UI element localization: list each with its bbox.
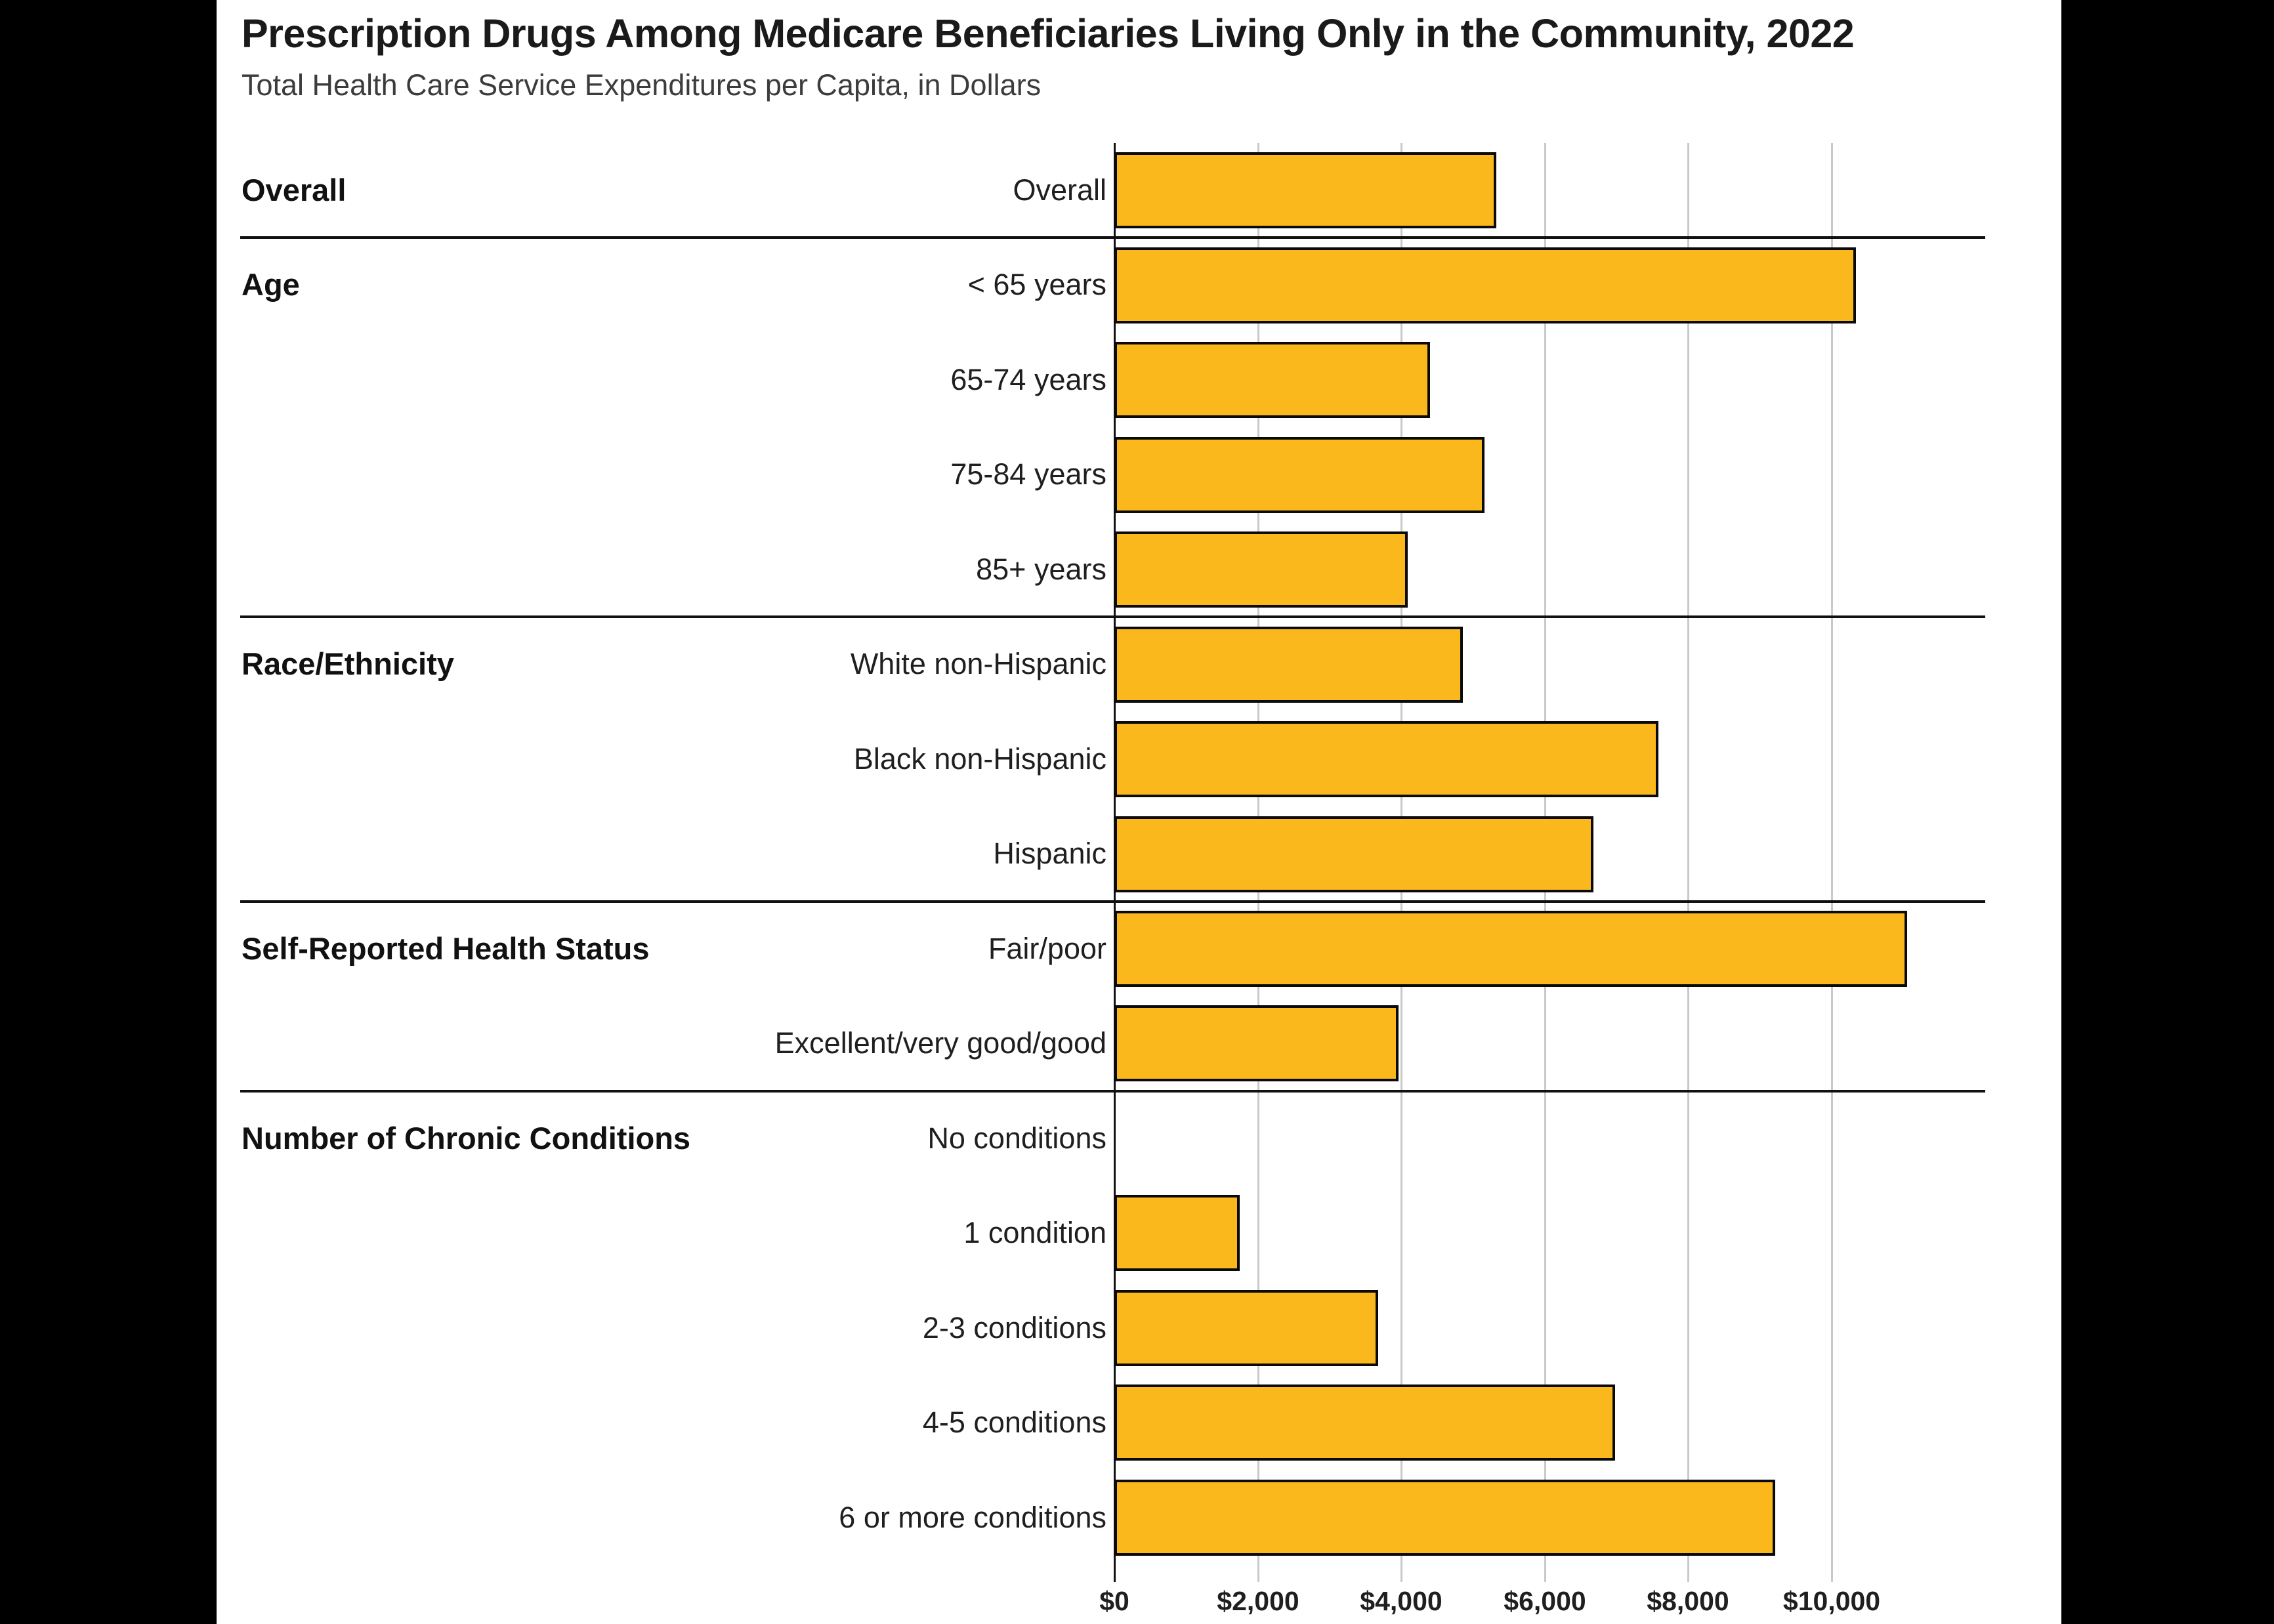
row-label: 2-3 conditions [922, 1310, 1106, 1344]
x-tick-label: $6,000 [1504, 1586, 1586, 1616]
bar [1114, 437, 1484, 513]
bar [1114, 627, 1463, 703]
row-label: 6 or more conditions [839, 1500, 1106, 1534]
row-label: 85+ years [976, 552, 1106, 586]
section-divider [240, 236, 1985, 239]
section-label: Number of Chronic Conditions [242, 1120, 691, 1156]
bar [1114, 1385, 1615, 1461]
x-tick-label: $10,000 [1782, 1586, 1881, 1616]
bar [1114, 1195, 1240, 1271]
row-label: Excellent/very good/good [774, 1026, 1106, 1060]
bar [1114, 531, 1408, 608]
bar [1114, 247, 1856, 323]
row-label: Hispanic [993, 837, 1106, 871]
row-label: Fair/poor [988, 931, 1106, 965]
x-tick-label: $0 [1099, 1586, 1129, 1616]
bar [1114, 342, 1430, 418]
x-tick-label: $2,000 [1217, 1586, 1299, 1616]
bar [1114, 1290, 1378, 1366]
x-tick-label: $4,000 [1360, 1586, 1442, 1616]
section-label: Overall [242, 173, 347, 207]
chart-panel: Prescription Drugs Among Medicare Benefi… [217, 0, 2061, 1624]
row-label: < 65 years [967, 268, 1106, 302]
bar [1114, 152, 1496, 228]
section-label: Self-Reported Health Status [242, 930, 650, 966]
row-label: Overall [1013, 173, 1106, 207]
bar [1114, 1480, 1775, 1556]
chart-subtitle: Total Health Care Service Expenditures p… [242, 68, 1042, 102]
gridline [1831, 143, 1833, 1582]
section-label: Race/Ethnicity [242, 646, 454, 682]
row-label: 75-84 years [950, 457, 1106, 491]
bar [1114, 911, 1907, 987]
gridline [1687, 143, 1689, 1582]
bar [1114, 721, 1658, 797]
bar [1114, 1005, 1399, 1081]
row-label: 4-5 conditions [922, 1405, 1106, 1440]
section-divider [240, 1090, 1985, 1093]
row-label: No conditions [927, 1121, 1106, 1155]
bar [1114, 816, 1593, 892]
section-divider [240, 615, 1985, 618]
section-label: Age [242, 267, 300, 302]
row-label: 65-74 years [950, 362, 1106, 396]
section-divider [240, 900, 1985, 903]
chart-title: Prescription Drugs Among Medicare Benefi… [242, 11, 1855, 56]
row-label: White non-Hispanic [850, 647, 1106, 681]
x-tick-label: $8,000 [1647, 1586, 1729, 1616]
row-label: Black non-Hispanic [853, 741, 1106, 776]
row-label: 1 condition [963, 1216, 1106, 1250]
